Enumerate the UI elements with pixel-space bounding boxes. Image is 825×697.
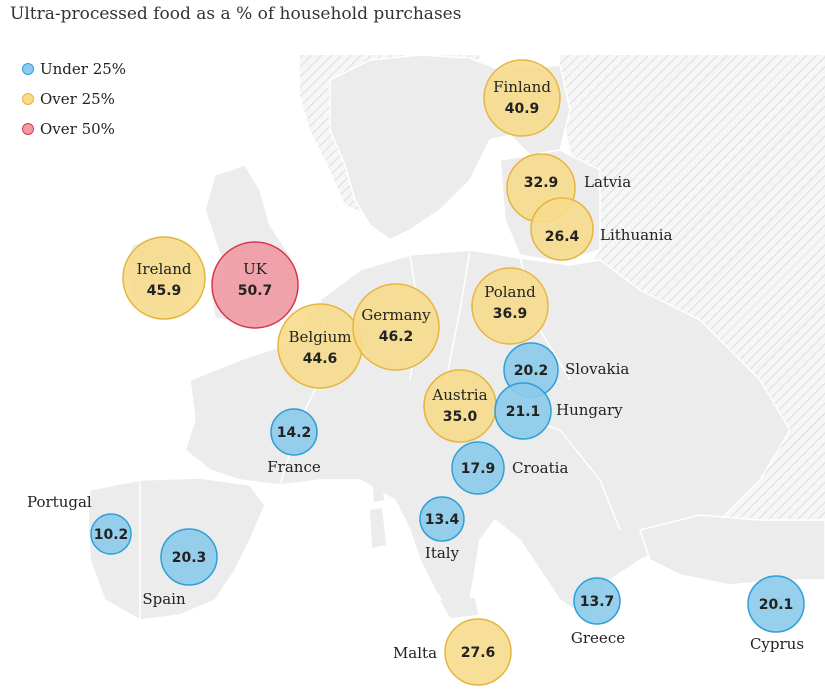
bubble-value-hungary: 21.1 (506, 404, 541, 420)
bubble-value-poland: 36.9 (493, 306, 528, 322)
bubble-croatia[interactable] (451, 441, 505, 495)
bubble-name-poland: Poland (484, 283, 536, 301)
bubble-value-italy: 13.4 (425, 512, 460, 528)
bubble-name-finland: Finland (493, 78, 551, 96)
legend-item-over-50: Over 50% (22, 114, 126, 144)
bubble-name-uk: UK (243, 260, 268, 278)
legend: Under 25% Over 25% Over 50% (22, 54, 126, 144)
label-malta: Malta (393, 644, 437, 662)
label-spain: Spain (142, 590, 186, 608)
bubble-value-slovakia: 20.2 (514, 363, 549, 379)
bubble-value-belgium: 44.6 (303, 351, 338, 367)
bubble-hungary[interactable] (494, 382, 552, 440)
bubble-value-ireland: 45.9 (147, 283, 182, 299)
label-portugal: Portugal (27, 493, 92, 511)
label-latvia: Latvia (584, 173, 631, 191)
bubble-value-austria: 35.0 (443, 409, 478, 425)
bubble-value-greece: 13.7 (580, 594, 615, 610)
bubble-value-france: 14.2 (277, 425, 312, 441)
land-sicily (440, 598, 478, 618)
bubble-spain[interactable] (160, 528, 218, 586)
bubble-germany[interactable] (352, 283, 440, 371)
bubble-value-uk: 50.7 (238, 283, 273, 299)
label-croatia: Croatia (512, 459, 568, 477)
bubble-value-croatia: 17.9 (461, 461, 496, 477)
land-anatolia (639, 514, 825, 586)
label-hungary: Hungary (556, 401, 623, 419)
bubble-cyprus[interactable] (747, 575, 805, 633)
bubble-value-latvia: 32.9 (524, 175, 559, 191)
bubble-greece[interactable] (573, 577, 621, 625)
label-greece: Greece (571, 629, 625, 647)
bubble-value-germany: 46.2 (379, 329, 414, 345)
legend-label-over-50: Over 50% (40, 120, 115, 138)
bubble-name-belgium: Belgium (289, 328, 352, 346)
map-title: Ultra-processed food as a % of household… (10, 4, 462, 24)
label-italy: Italy (425, 544, 460, 562)
bubbles: Finland 40.9 32.9 Latvia 26.4 Lithuania … (27, 59, 805, 686)
legend-item-over-25: Over 25% (22, 84, 126, 114)
legend-item-under-25: Under 25% (22, 54, 126, 84)
legend-label-over-25: Over 25% (40, 90, 115, 108)
legend-label-under-25: Under 25% (40, 60, 127, 78)
label-lithuania: Lithuania (600, 226, 673, 244)
bubble-ireland[interactable] (122, 236, 206, 320)
bubble-value-finland: 40.9 (505, 101, 540, 117)
bubble-poland[interactable] (471, 267, 549, 345)
legend-swatch-over-25 (22, 93, 34, 105)
bubble-italy[interactable] (419, 496, 465, 542)
label-france: France (267, 458, 321, 476)
bubble-value-portugal: 10.2 (94, 527, 129, 543)
bubble-name-germany: Germany (361, 306, 431, 324)
bubble-finland[interactable] (483, 59, 561, 137)
bubble-uk[interactable] (211, 241, 299, 329)
legend-swatch-over-50 (22, 123, 34, 135)
label-cyprus: Cyprus (750, 635, 804, 653)
bubble-portugal[interactable] (90, 513, 132, 555)
legend-swatch-under-25 (22, 63, 34, 75)
bubble-value-lithuania: 26.4 (545, 229, 580, 245)
bubble-name-austria: Austria (431, 386, 487, 404)
land-sardinia (370, 508, 386, 548)
bubble-value-cyprus: 20.1 (759, 597, 794, 613)
land-corsica (372, 478, 384, 502)
bubble-value-malta: 27.6 (461, 645, 496, 661)
bubble-malta[interactable] (444, 618, 512, 686)
bubble-belgium[interactable] (277, 303, 363, 389)
bubble-value-spain: 20.3 (172, 550, 207, 566)
label-slovakia: Slovakia (565, 360, 629, 378)
bubble-france[interactable] (270, 408, 318, 456)
bubble-austria[interactable] (423, 369, 497, 443)
bubble-name-ireland: Ireland (137, 260, 192, 278)
bubble-lithuania[interactable] (530, 197, 594, 261)
